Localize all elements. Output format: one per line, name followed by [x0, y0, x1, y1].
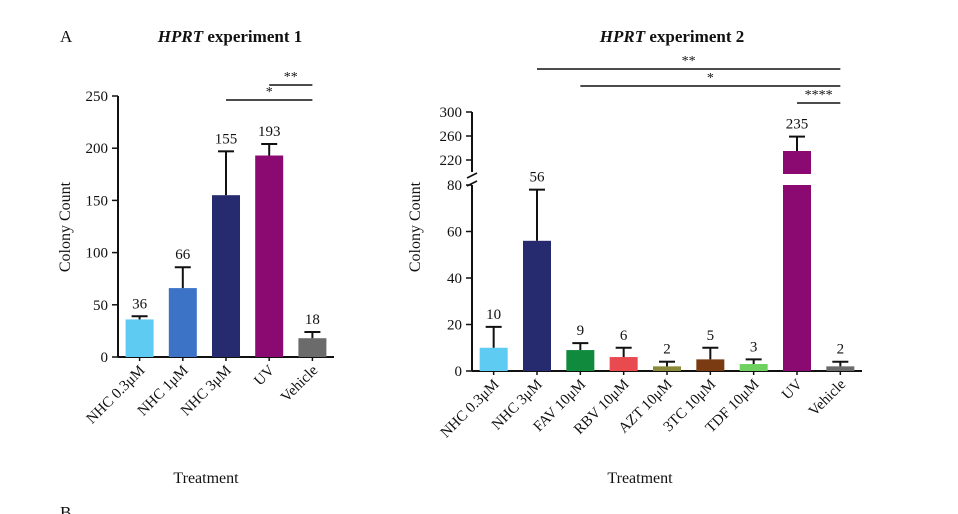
y-tick-label: 50 [93, 298, 108, 314]
bar [168, 288, 197, 357]
y-tick-label: 250 [86, 89, 109, 105]
axis-break-mark [466, 172, 478, 179]
chart-experiment-1: HPRT experiment 1 Colony Count Treatment… [57, 27, 334, 487]
bar [479, 347, 508, 371]
data-label: 36 [132, 296, 148, 312]
bar [298, 338, 327, 357]
data-label: 2 [837, 342, 845, 358]
bar [696, 359, 725, 371]
y-axis-label: Colony Count [407, 181, 424, 272]
data-label: 56 [530, 170, 546, 186]
data-label: 18 [305, 312, 320, 328]
y-tick-label: 0 [101, 350, 109, 366]
bar [826, 366, 855, 371]
bar [523, 240, 551, 371]
bar [653, 366, 681, 371]
x-axis-label: Treatment [173, 470, 239, 487]
y-tick-label: 60 [447, 225, 462, 241]
data-label: 3 [750, 339, 758, 355]
x-tick-label: Vehicle [806, 376, 849, 419]
significance-label: **** [805, 88, 833, 103]
data-label: 5 [707, 328, 715, 344]
y-tick-label: 260 [440, 129, 463, 145]
x-tick-label: NHC 0.3μM [438, 377, 503, 442]
y-tick-label: 150 [86, 193, 109, 209]
x-tick-label: NHC 0.3μM [84, 363, 149, 428]
x-tick-label: Vehicle [278, 362, 321, 405]
bar [783, 151, 811, 371]
significance-label: ** [284, 70, 298, 85]
bar [255, 155, 284, 357]
y-axis-label: Colony Count [57, 181, 74, 272]
panel-label: A [60, 27, 73, 46]
bar [566, 350, 595, 371]
x-tick-label: UV [779, 376, 806, 403]
x-axis-label: Treatment [607, 470, 673, 487]
bar-break-gap [781, 174, 813, 185]
data-label: 2 [663, 342, 671, 358]
data-label: 9 [577, 323, 585, 339]
y-tick-label: 0 [455, 364, 463, 380]
y-tick-label: 220 [440, 153, 463, 169]
chart-experiment-2: HPRT experiment 2 Colony Count Treatment… [407, 27, 862, 487]
panel-label-next: B [60, 503, 71, 514]
y-tick-label: 100 [86, 246, 109, 262]
x-tick-label: UV [251, 362, 278, 389]
significance-label: * [266, 85, 273, 100]
significance-label: ** [682, 54, 696, 69]
chart-title: HPRT experiment 1 [157, 27, 302, 46]
y-tick-label: 20 [447, 318, 462, 334]
y-tick-label: 300 [440, 105, 463, 121]
y-tick-label: 40 [447, 271, 462, 287]
significance-label: * [707, 71, 714, 86]
data-label: 6 [620, 328, 628, 344]
chart-title: HPRT experiment 2 [599, 27, 744, 46]
data-label: 155 [215, 131, 238, 147]
bar [739, 364, 768, 371]
bar [609, 357, 638, 371]
data-label: 66 [175, 247, 191, 263]
data-label: 193 [258, 124, 281, 140]
y-tick-label: 200 [86, 141, 109, 157]
bar [212, 195, 240, 357]
data-label: 235 [786, 117, 809, 133]
bar [125, 319, 154, 357]
y-tick-label: 80 [447, 178, 462, 194]
data-label: 10 [486, 307, 501, 323]
